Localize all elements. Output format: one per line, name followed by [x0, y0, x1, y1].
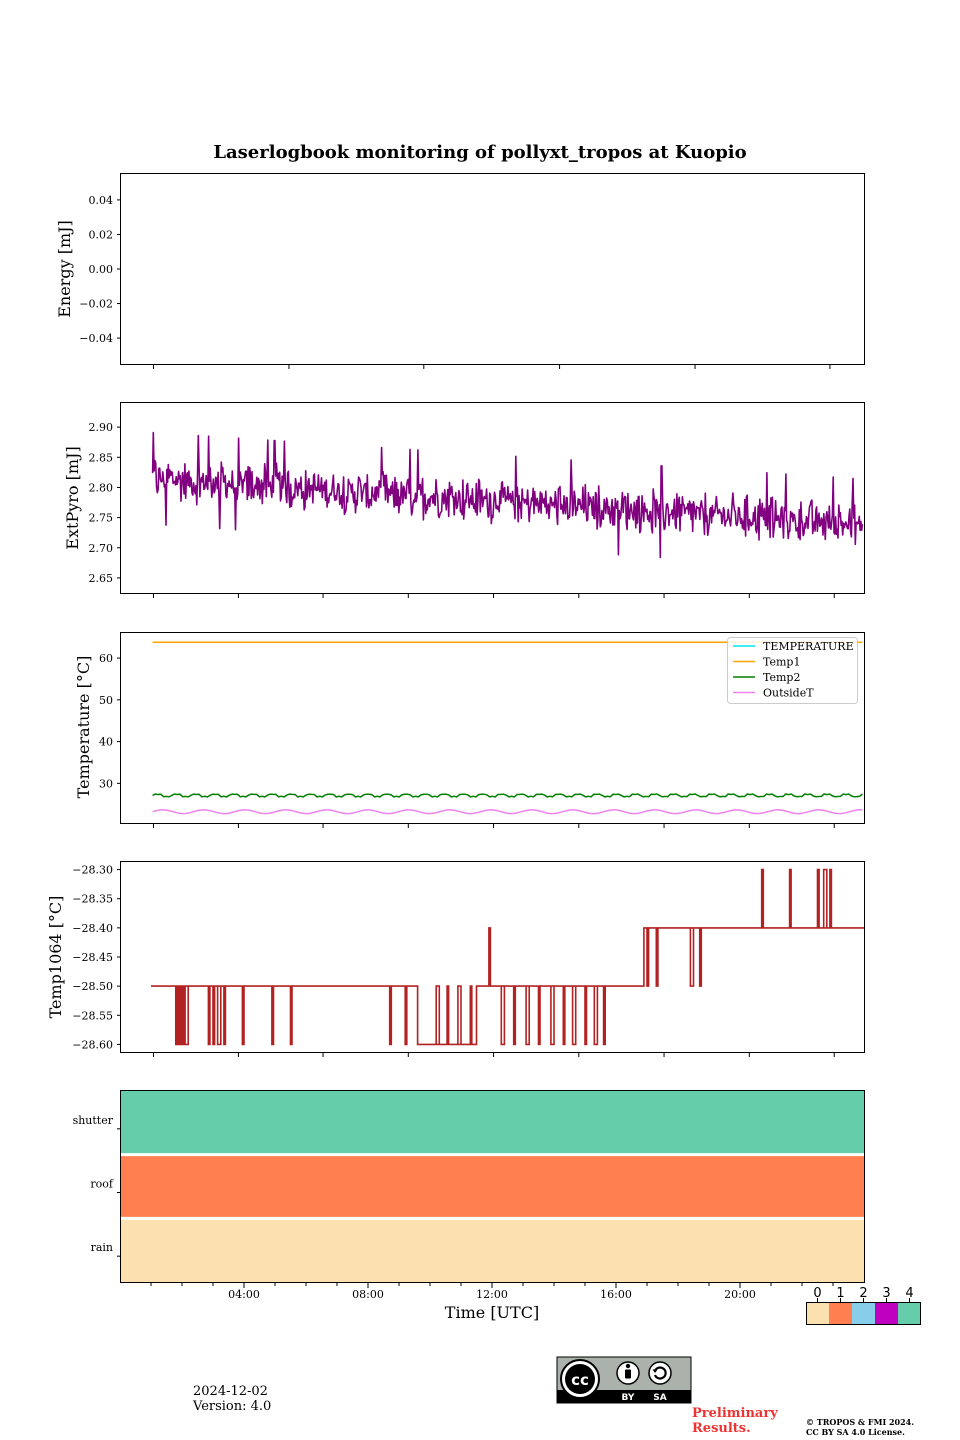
temp2-series-line: [152, 793, 863, 798]
flag-row-label: roof: [90, 1178, 114, 1191]
temp1064-ylabel: Temp1064 [°C]: [46, 896, 65, 1019]
colorbar-frame: [806, 1302, 921, 1325]
flag-row-label: rain: [91, 1241, 113, 1254]
temp1064-series-line: [151, 868, 864, 1046]
colorbar-label: 0: [813, 1286, 821, 1301]
colorbar-cell-4: [898, 1302, 921, 1325]
temperature-ytick-label: 60: [99, 652, 113, 665]
x-tick-label: 12:00: [476, 1288, 508, 1301]
temp1064-ytick-label: −28.50: [72, 980, 113, 993]
energy-ytick-label: 0.00: [89, 263, 114, 276]
temp1064-frame: [120, 861, 865, 1053]
flags-panel: shutter roof rain 04:00 08:00 12:00 16:00 20:0…: [73, 1090, 865, 1322]
temperature-frame: [120, 632, 865, 824]
temperature-ytick-label: 40: [99, 736, 113, 749]
extpyro-panel: ExtPyro [mJ] 2.90 2.85 2.80 2.75 2.70 2.65: [63, 402, 865, 598]
extpyro-ytick-label: 2.90: [89, 421, 114, 434]
x-tick-label: 04:00: [228, 1288, 260, 1301]
colorbar-label: 4: [905, 1286, 913, 1301]
temperature-ytick-label: 30: [99, 777, 113, 790]
colorbar-cell-2: [852, 1302, 875, 1325]
temp1064-panel: Temp1064 [°C] −28.30 −28.35 −28.40 −28.45 −2…: [46, 861, 865, 1057]
temperature-ylabel: Temperature [°C]: [74, 656, 93, 799]
extpyro-series-line: [151, 431, 864, 559]
legend-label-temp2: Temp2: [763, 671, 800, 684]
flag-row-roof: [121, 1154, 864, 1219]
extpyro-ytick-label: 2.85: [89, 451, 114, 464]
copyright-text: © TROPOS & FMI 2024.: [806, 1417, 915, 1427]
temperature-panel: Temperature [°C] 60 50 40 30 TEMPERATURE Tem…: [74, 632, 865, 828]
outsideT-series-line: [152, 809, 863, 815]
extpyro-ytick-label: 2.75: [89, 512, 114, 525]
date-text: 2024-12-02: [193, 1384, 268, 1399]
extpyro-ytick-label: 2.65: [89, 572, 114, 585]
by-icon: [616, 1361, 640, 1385]
license-by-text: BY: [622, 1393, 635, 1403]
legend-box: [727, 637, 858, 704]
x-tick-label: 16:00: [600, 1288, 632, 1301]
x-tick-label: 20:00: [724, 1288, 756, 1301]
license-sa-text: SA: [653, 1393, 666, 1403]
legend-label-temp1: Temp1: [763, 656, 800, 669]
preliminary-notice: Preliminary: [692, 1406, 778, 1421]
version-text: Version: 4.0: [193, 1399, 272, 1414]
energy-ytick-label: 0.02: [89, 228, 114, 241]
temp1064-ytick-label: −28.55: [72, 1009, 113, 1022]
svg-text:cc: cc: [571, 1371, 589, 1389]
colorbar-label: 2: [859, 1286, 867, 1301]
colorbar-label: 3: [882, 1286, 890, 1301]
extpyro-frame: [120, 402, 865, 594]
colorbar-label: 1: [836, 1286, 844, 1301]
flag-row-rain: [121, 1218, 864, 1282]
energy-ytick-label: 0.04: [89, 194, 114, 207]
preliminary-notice-2: Results.: [692, 1421, 751, 1436]
sa-icon: [648, 1361, 672, 1385]
colorbar-cell-1: [829, 1302, 852, 1325]
x-axis-label: Time [UTC]: [445, 1303, 539, 1322]
legend-label-temperature: TEMPERATURE: [763, 640, 854, 653]
extpyro-ylabel: ExtPyro [mJ]: [63, 446, 82, 549]
x-tick-label: 08:00: [352, 1288, 384, 1301]
flag-row-label: shutter: [73, 1114, 114, 1127]
temp1064-ytick-label: −28.30: [72, 864, 113, 877]
temp1064-ytick-label: −28.60: [72, 1038, 113, 1051]
energy-panel: Energy [mJ] 0.04 0.02 0.00 −0.02 −0.04: [55, 173, 865, 369]
license-text: CC BY SA 4.0 License.: [806, 1427, 905, 1437]
colorbar-cell-0: [806, 1302, 829, 1325]
extpyro-ytick-label: 2.70: [89, 542, 114, 555]
cc-icon: cc: [560, 1359, 600, 1399]
temperature-legend: TEMPERATURE Temp1 Temp2 OutsideT: [727, 637, 858, 704]
colorbar-cell-3: [875, 1302, 898, 1325]
energy-ytick-label: −0.02: [79, 298, 113, 311]
temp1064-ytick-label: −28.45: [72, 951, 113, 964]
temp1064-ytick-label: −28.40: [72, 922, 113, 935]
extpyro-ytick-label: 2.80: [89, 481, 114, 494]
legend-label-outsideT: OutsideT: [763, 687, 814, 700]
energy-frame: [120, 173, 865, 365]
temperature-ytick-label: 50: [99, 694, 113, 707]
cc-by-sa-badge: cc BY SA: [556, 1356, 692, 1404]
flags-frame: [120, 1090, 865, 1283]
energy-ylabel: Energy [mJ]: [55, 220, 74, 318]
flag-row-shutter: [121, 1091, 864, 1155]
energy-ytick-label: −0.04: [79, 332, 113, 345]
temp1064-ytick-label: −28.35: [72, 893, 113, 906]
chart-title: Laserlogbook monitoring of pollyxt_tropo…: [213, 142, 746, 163]
